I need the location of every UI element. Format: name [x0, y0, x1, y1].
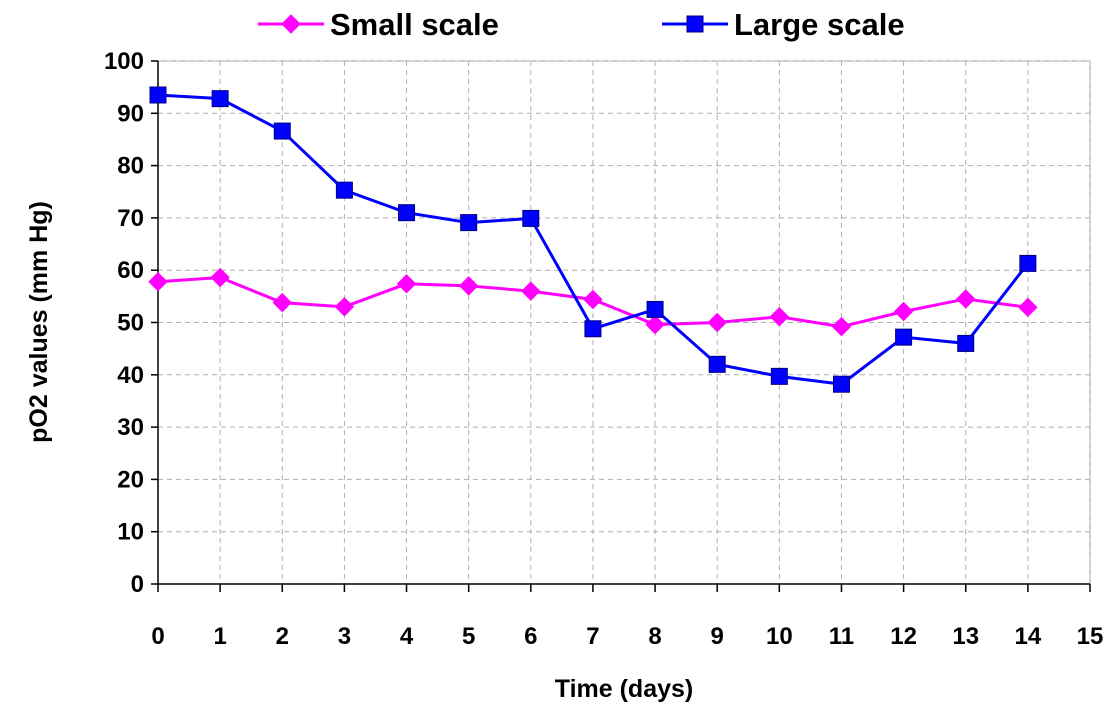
- y-tick-label: 80: [117, 153, 144, 180]
- x-tick-label: 8: [648, 623, 661, 650]
- y-tick-label: 10: [117, 519, 144, 546]
- legend-marker: [686, 15, 704, 33]
- series-layer: [148, 86, 1038, 393]
- y-tick-label: 0: [131, 571, 144, 598]
- x-tick-label: 10: [766, 623, 793, 650]
- data-point-large-scale: [646, 300, 664, 318]
- x-tick-label: 9: [711, 623, 724, 650]
- x-tick-label: 6: [524, 623, 537, 650]
- x-tick-label: 4: [400, 623, 414, 650]
- x-tick-label: 3: [338, 623, 351, 650]
- data-point-large-scale: [149, 86, 167, 104]
- data-point-small-scale: [956, 289, 976, 309]
- legend: Small scale Large scale: [258, 7, 905, 42]
- data-point-small-scale: [396, 274, 417, 294]
- data-point-small-scale: [521, 281, 541, 301]
- legend-marker: [281, 14, 301, 34]
- data-point-small-scale: [458, 276, 479, 296]
- y-tick-label: 40: [117, 362, 144, 389]
- data-point-large-scale: [708, 355, 726, 373]
- y-tick-label: 20: [117, 466, 144, 493]
- data-point-large-scale: [584, 320, 602, 338]
- data-point-small-scale: [893, 301, 914, 322]
- gridlines: [158, 60, 1091, 584]
- x-tick-label: 14: [1015, 623, 1042, 650]
- data-point-small-scale: [148, 271, 168, 292]
- data-point-large-scale: [957, 334, 975, 352]
- data-point-large-scale: [895, 328, 913, 346]
- data-point-large-scale: [211, 90, 229, 108]
- y-tick-label: 30: [117, 414, 144, 441]
- x-tick-label: 2: [276, 623, 289, 650]
- data-point-small-scale: [272, 292, 292, 313]
- legend-item-small-scale: Small scale: [258, 7, 499, 42]
- x-tick-label: 7: [586, 623, 599, 650]
- data-point-small-scale: [707, 312, 727, 333]
- data-point-small-scale: [1018, 297, 1038, 318]
- legend-label: Large scale: [734, 7, 905, 42]
- x-tick-label: 1: [213, 623, 226, 650]
- y-tick-labels: 0 10 20 30 40 50 60 70 80 90 100: [104, 48, 144, 598]
- data-point-large-scale: [460, 214, 478, 232]
- x-tick-label: 15: [1077, 623, 1104, 650]
- y-axis-title: pO2 values (mm Hg): [25, 201, 53, 443]
- data-point-large-scale: [335, 181, 353, 199]
- y-tick-label: 50: [117, 310, 144, 337]
- x-tick-labels: 0 1 2 3 4 5 6 7 8 9 10 11 12 13 14 15: [151, 623, 1103, 650]
- x-axis-title: Time (days): [555, 675, 693, 703]
- data-point-large-scale: [522, 209, 540, 227]
- data-point-small-scale: [831, 316, 852, 337]
- data-point-large-scale: [832, 375, 850, 393]
- data-point-small-scale: [334, 297, 355, 317]
- x-tick-label: 12: [890, 623, 917, 650]
- x-tick-label: 13: [952, 623, 979, 650]
- y-tick-label: 70: [117, 205, 144, 232]
- data-point-large-scale: [398, 204, 416, 222]
- data-point-small-scale: [210, 267, 230, 288]
- legend-item-large-scale: Large scale: [662, 7, 905, 42]
- x-tick-label: 5: [462, 623, 475, 650]
- y-tick-label: 90: [117, 100, 144, 127]
- data-point-large-scale: [770, 367, 788, 385]
- data-point-small-scale: [645, 314, 665, 335]
- y-tick-label: 60: [117, 257, 144, 284]
- x-tick-label: 0: [151, 623, 164, 650]
- data-point-large-scale: [1019, 254, 1037, 272]
- series-small-scale: [148, 267, 1038, 337]
- data-point-small-scale: [583, 289, 603, 310]
- x-tick-label: 11: [829, 623, 854, 650]
- legend-label: Small scale: [330, 7, 499, 42]
- y-tick-label: 100: [104, 48, 144, 75]
- data-point-small-scale: [769, 307, 790, 327]
- series-large-scale: [149, 86, 1037, 393]
- data-point-large-scale: [273, 122, 291, 140]
- axes: [151, 60, 1091, 592]
